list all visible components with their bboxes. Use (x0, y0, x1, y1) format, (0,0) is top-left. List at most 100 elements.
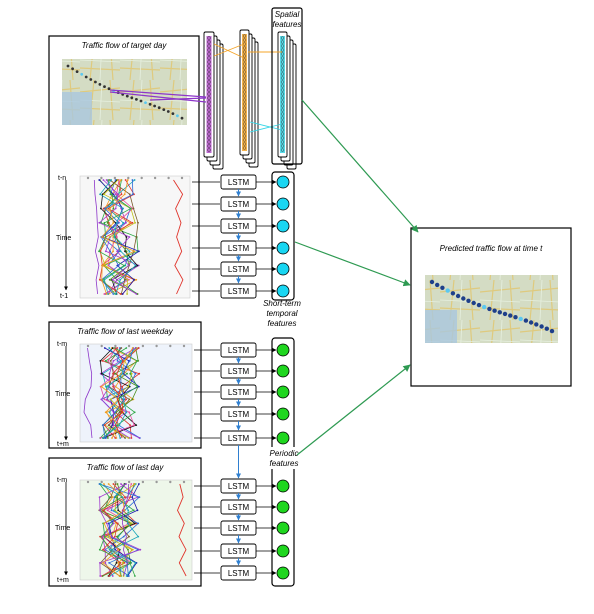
traffic-point (122, 221, 125, 224)
periodic-label-2: features (270, 459, 299, 468)
traffic-point (121, 372, 124, 375)
sensor-dot (539, 324, 544, 329)
traffic-point (128, 193, 131, 196)
traffic-series-line (103, 347, 139, 439)
hidden-state-node (276, 407, 290, 421)
feature-map-cell (280, 64, 285, 68)
traffic-series-line (99, 483, 142, 577)
traffic-point (138, 437, 141, 439)
traffic-point (128, 360, 131, 362)
sensor-dot (89, 78, 93, 81)
traffic-point (107, 424, 110, 426)
traffic-point (115, 293, 117, 295)
hidden-state-node (276, 175, 290, 189)
traffic-point (114, 372, 116, 375)
traffic-point (112, 372, 114, 375)
feature-map-cell (242, 94, 247, 98)
traffic-point (107, 360, 110, 362)
traffic-point (126, 278, 129, 281)
sensor-dot (544, 326, 549, 331)
traffic-point (114, 483, 117, 485)
feature-map-cell (242, 138, 247, 142)
hidden-state-node (276, 241, 290, 255)
traffic-point (117, 193, 120, 196)
traffic-point (138, 372, 141, 375)
lstm-cell-label: LSTM (228, 434, 250, 443)
axis-tick (100, 344, 103, 348)
traffic-point (98, 250, 100, 253)
traffic-point (122, 207, 124, 210)
spatial-to-prediction-arrow (301, 99, 419, 233)
feature-map-cell (207, 52, 211, 56)
traffic-point (111, 278, 114, 281)
traffic-point (108, 372, 111, 375)
traffic-point (106, 509, 109, 512)
traffic-point (107, 207, 110, 210)
axis-tick (141, 480, 145, 484)
traffic-point (111, 496, 114, 498)
hidden-state-node (276, 521, 290, 535)
traffic-point (133, 250, 136, 253)
sensor-dot (176, 114, 179, 118)
feature-map-cell (207, 96, 211, 100)
feature-map-cell (242, 134, 247, 138)
last-day-t-bottom: t+m (57, 577, 69, 584)
traffic-point (133, 522, 136, 525)
traffic-point (123, 264, 125, 267)
traffic-point (103, 207, 106, 210)
feature-map-cell (242, 50, 247, 54)
feature-map-cell (207, 108, 211, 112)
feature-map-cell (242, 90, 247, 94)
traffic-point (125, 221, 127, 224)
traffic-point (111, 347, 114, 349)
axis-tick (169, 344, 172, 348)
feature-map-cell (280, 56, 285, 60)
traffic-series-line (102, 483, 134, 577)
traffic-point (128, 385, 131, 388)
spatial-label-2: features (273, 20, 302, 29)
traffic-point (105, 522, 108, 525)
feature-map-cell (207, 144, 211, 148)
traffic-point (102, 437, 104, 439)
sensor-dot (157, 106, 161, 110)
feature-map-cell (280, 136, 285, 140)
traffic-point (123, 360, 126, 362)
feature-map-cell (280, 48, 285, 52)
traffic-point (108, 496, 111, 498)
feature-map-cell (280, 120, 285, 124)
traffic-point (134, 575, 136, 577)
traffic-point (130, 483, 133, 485)
target-day-title: Traffic flow of target day (82, 41, 168, 50)
traffic-point (127, 264, 130, 267)
traffic-point (99, 193, 101, 196)
traffic-point (110, 509, 113, 512)
traffic-point (119, 437, 122, 439)
spatial-features-box: Spatial features (271, 7, 303, 165)
traffic-point (98, 278, 101, 281)
feature-map-cell (280, 76, 285, 80)
traffic-point (128, 411, 131, 414)
traffic-series-line (99, 483, 136, 577)
traffic-point (114, 496, 117, 498)
feature-map-cell (242, 130, 247, 134)
traffic-point (103, 278, 106, 281)
feature-map-column (206, 36, 212, 153)
hidden-state-node (276, 385, 290, 399)
axis-tick (153, 176, 157, 180)
traffic-point (118, 411, 121, 414)
feature-map-cell (280, 100, 285, 104)
traffic-point (119, 360, 122, 362)
feature-map-cell (242, 146, 247, 150)
traffic-point (126, 179, 129, 181)
sensor-dot (528, 320, 534, 325)
sensor-dot (103, 85, 106, 88)
traffic-point (137, 347, 140, 349)
feature-map-column (280, 36, 285, 153)
sensor-dot (487, 306, 492, 312)
feature-map-cell (280, 112, 285, 116)
conv-connection-line (213, 43, 245, 57)
feature-map-cell (207, 100, 211, 104)
traffic-point (127, 278, 130, 281)
target-day-panel: Traffic flow of target day t-n Time t-1 (48, 35, 200, 307)
hidden-state-node (276, 544, 290, 558)
